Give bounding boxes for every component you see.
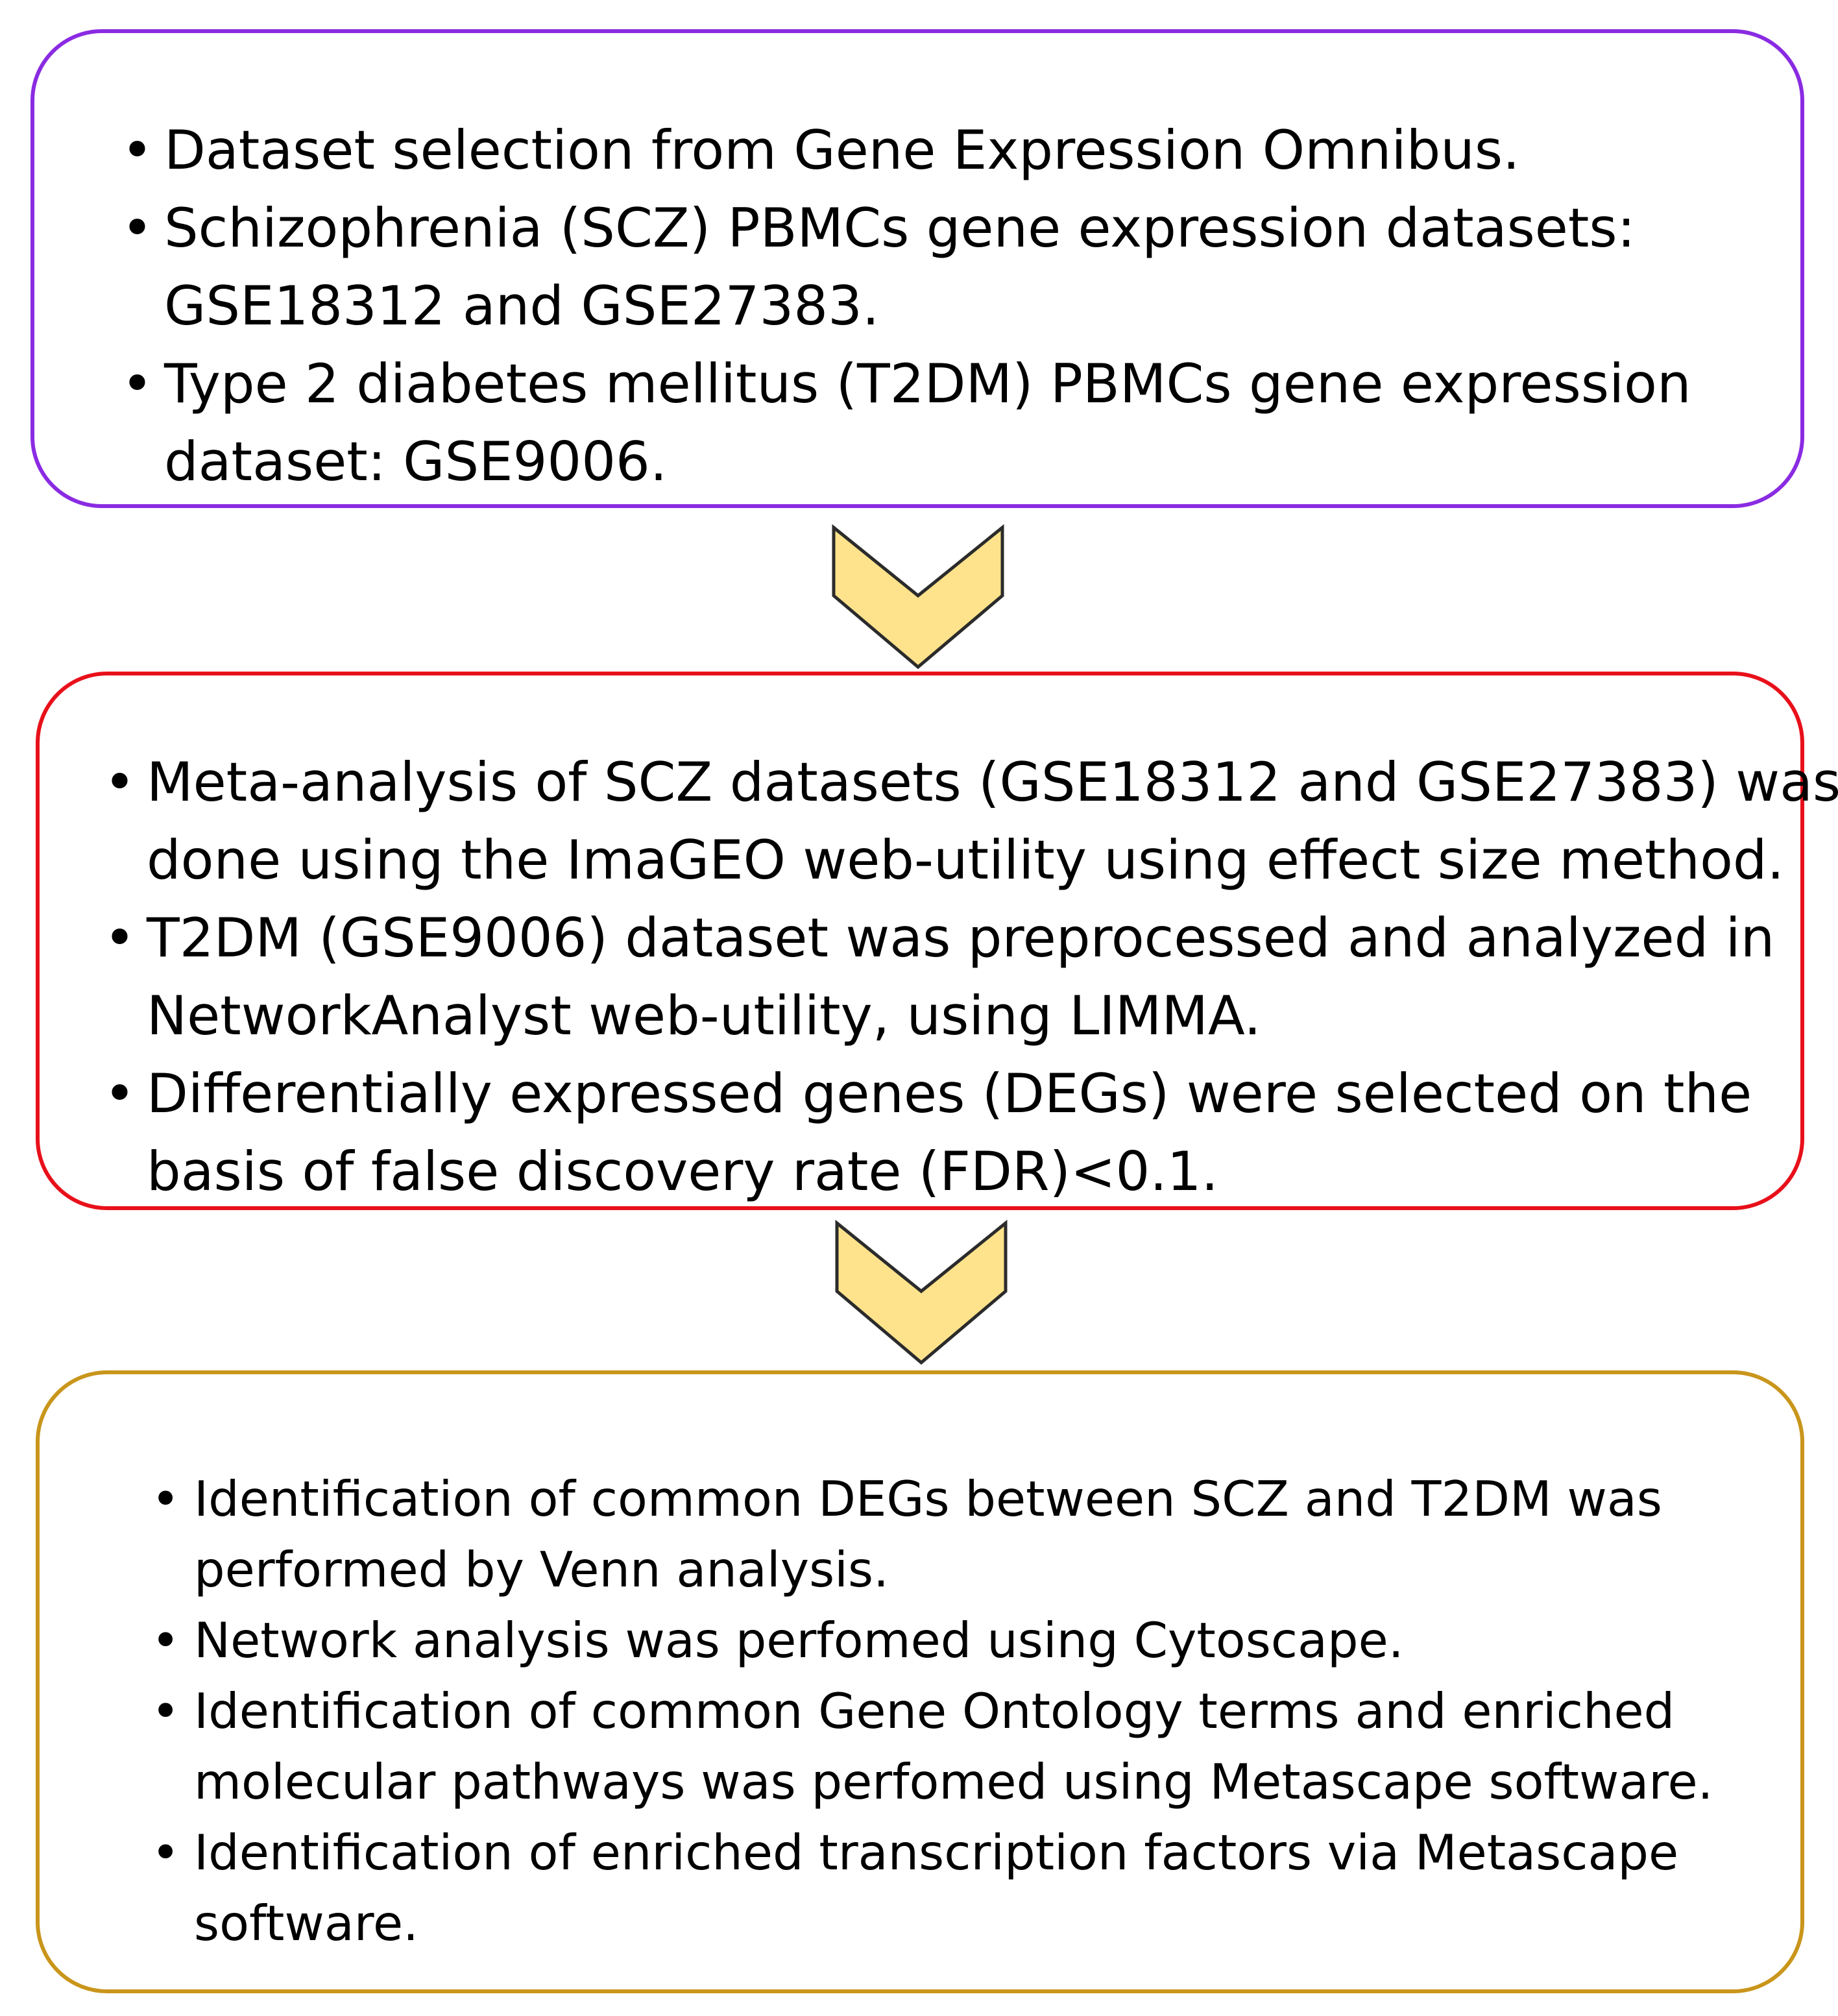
- list-item-line: Type 2 diabetes mellitus (T2DM) PBMCs ge…: [164, 352, 1691, 415]
- list-item-line: Identification of enriched transcription…: [194, 1824, 1679, 1881]
- list-item: • Schizophrenia (SCZ) PBMCs gene expressi…: [121, 189, 1691, 267]
- list-item-line: Schizophrenia (SCZ) PBMCs gene expressio…: [164, 197, 1636, 260]
- step-box-dataset-selection: • Dataset selection from Gene Expression …: [30, 29, 1804, 508]
- bullet-icon: •: [104, 906, 136, 969]
- list-item: • Identification of enriched transcriptio…: [151, 1817, 1713, 1888]
- chevron-shape: [835, 1220, 1008, 1365]
- list-item: • Identification of common DEGs between S…: [151, 1464, 1713, 1535]
- bullet-icon: •: [151, 1470, 180, 1527]
- list-item-line: basis of false discovery rate (FDR)<0.1.: [147, 1140, 1218, 1203]
- list-item-continuation: software.: [194, 1888, 1713, 1959]
- bullet-icon: •: [121, 197, 153, 260]
- bullet-icon: •: [151, 1612, 180, 1669]
- list-item-line: molecular pathways was perfomed using Me…: [194, 1753, 1713, 1810]
- list-item-continuation: GSE18312 and GSE27383.: [164, 267, 1691, 345]
- list-item: • Identification of common Gene Ontology …: [151, 1676, 1713, 1747]
- list-item-line: Differentially expressed genes (DEGs) we…: [147, 1062, 1752, 1125]
- list-item-line: Network analysis was perfomed using Cyto…: [194, 1612, 1404, 1669]
- list-item-continuation: performed by Venn analysis.: [194, 1535, 1713, 1605]
- list-item-continuation: done using the ImaGEO web-utility using …: [147, 821, 1838, 899]
- list-item: • Differentially expressed genes (DEGs) w…: [104, 1055, 1838, 1133]
- step-list: • Identification of common DEGs between S…: [151, 1464, 1713, 1959]
- list-item-line: software.: [194, 1895, 418, 1952]
- list-item-line: NetworkAnalyst web-utility, using LIMMA.: [147, 984, 1261, 1047]
- list-item-line: T2DM (GSE9006) dataset was preprocessed …: [147, 906, 1775, 969]
- list-item: • Dataset selection from Gene Expression …: [121, 112, 1691, 189]
- bullet-icon: •: [151, 1682, 180, 1740]
- list-item-continuation: basis of false discovery rate (FDR)<0.1.: [147, 1133, 1838, 1211]
- bullet-icon: •: [104, 1062, 136, 1125]
- bullet-icon: •: [151, 1824, 180, 1881]
- list-item: • T2DM (GSE9006) dataset was preprocessed…: [104, 899, 1838, 977]
- list-item: • Meta-analysis of SCZ datasets (GSE18312…: [104, 744, 1838, 821]
- list-item-line: performed by Venn analysis.: [194, 1541, 889, 1598]
- bullet-icon: •: [121, 119, 153, 182]
- list-item-continuation: molecular pathways was perfomed using Me…: [194, 1747, 1713, 1817]
- list-item-line: dataset: GSE9006.: [164, 430, 668, 493]
- list-item: • Network analysis was perfomed using Cyt…: [151, 1605, 1713, 1676]
- list-item-line: GSE18312 and GSE27383.: [164, 274, 880, 337]
- list-item-line: Identification of common DEGs between SC…: [194, 1470, 1662, 1527]
- chevron-down-icon: [835, 1220, 1008, 1365]
- bullet-icon: •: [121, 352, 153, 415]
- list-item-line: Dataset selection from Gene Expression O…: [164, 119, 1520, 182]
- bullet-icon: •: [104, 751, 136, 814]
- chevron-down-icon: [832, 524, 1004, 670]
- step-list: • Dataset selection from Gene Expression …: [121, 112, 1691, 501]
- list-item-continuation: dataset: GSE9006.: [164, 423, 1691, 501]
- chevron-shape: [832, 524, 1004, 670]
- list-item: • Type 2 diabetes mellitus (T2DM) PBMCs g…: [121, 345, 1691, 423]
- step-box-common-deg-analysis: • Identification of common DEGs between S…: [36, 1370, 1804, 1993]
- list-item-line: done using the ImaGEO web-utility using …: [147, 829, 1785, 892]
- list-item-line: Meta-analysis of SCZ datasets (GSE18312 …: [147, 751, 1838, 814]
- list-item-continuation: NetworkAnalyst web-utility, using LIMMA.: [147, 977, 1838, 1055]
- list-item-line: Identification of common Gene Ontology t…: [194, 1682, 1675, 1740]
- step-box-differential-analysis: • Meta-analysis of SCZ datasets (GSE18312…: [36, 672, 1838, 1210]
- step-list: • Meta-analysis of SCZ datasets (GSE18312…: [104, 744, 1838, 1211]
